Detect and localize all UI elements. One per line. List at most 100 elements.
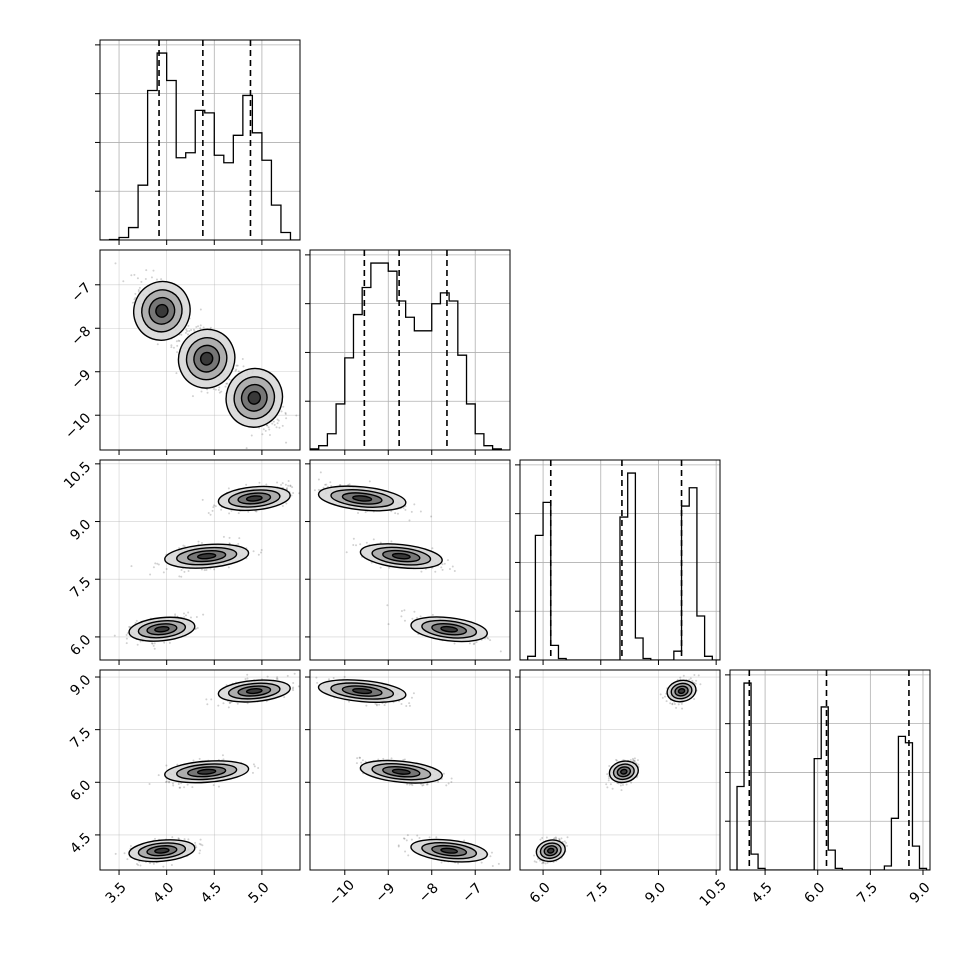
scatter-point (277, 419, 280, 422)
scatter-point (282, 405, 285, 408)
scatter-point (302, 491, 304, 493)
scatter-point (246, 702, 249, 705)
scatter-point (135, 619, 138, 622)
scatter-point (133, 273, 136, 276)
scatter-point (213, 504, 216, 507)
scatter-point (541, 837, 544, 840)
scatter-point (137, 288, 140, 291)
scatter-point (390, 510, 393, 513)
panel-content (310, 250, 510, 450)
scatter-point (134, 297, 137, 300)
density-contour (245, 495, 263, 502)
panel-3-1: −10 −9 −8 −7 (305, 669, 511, 909)
scatter-point (292, 689, 295, 692)
histogram-step (100, 52, 300, 240)
scatter-point (486, 636, 489, 639)
scatter-point (195, 326, 198, 329)
scatter-point (138, 860, 141, 863)
scatter-point (278, 426, 281, 429)
scatter-point (276, 481, 279, 484)
scatter-point (566, 844, 569, 847)
scatter-point (625, 783, 628, 786)
scatter-point (539, 838, 542, 841)
scatter-point (408, 519, 411, 522)
scatter-point (178, 786, 181, 789)
density-contour (352, 687, 373, 695)
scatter-point (606, 786, 609, 789)
scatter-point (541, 862, 544, 865)
scatter-point (615, 759, 618, 762)
panel-3-2: 6.0 7.5 9.0 10.5 (515, 669, 730, 910)
scatter-point (242, 365, 245, 368)
panel-0-0 (95, 39, 301, 245)
scatter-point (226, 382, 229, 385)
scatter-point (400, 609, 403, 612)
scatter-point (179, 786, 182, 789)
scatter-point (688, 678, 691, 681)
scatter-point (405, 839, 408, 842)
scatter-point (268, 428, 271, 431)
scatter-point (402, 837, 405, 840)
scatter-point (630, 781, 633, 784)
scatter-point (325, 483, 328, 486)
scatter-point (203, 569, 206, 572)
scatter-point (200, 541, 203, 544)
scatter-point (339, 484, 342, 487)
scatter-point (145, 269, 148, 272)
scatter-point (619, 784, 622, 787)
scatter-point (317, 478, 320, 481)
scatter-point (365, 541, 368, 544)
scatter-point (566, 836, 569, 839)
scatter-point (175, 340, 178, 343)
y-tick-label: −10 (62, 410, 94, 442)
scatter-point (322, 486, 325, 489)
scatter-point (489, 639, 492, 642)
scatter-point (139, 864, 142, 867)
scatter-point (114, 262, 117, 265)
scatter-point (472, 643, 475, 646)
scatter-point (292, 492, 295, 495)
scatter-point (400, 702, 403, 705)
scatter-point (237, 370, 240, 373)
panel-content (520, 460, 720, 660)
scatter-point (284, 483, 287, 486)
panel-2-1 (305, 459, 511, 665)
scatter-point (352, 537, 355, 540)
scatter-point (489, 855, 492, 858)
scatter-point (170, 863, 173, 866)
scatter-point (275, 426, 278, 429)
scatter-point (162, 571, 165, 574)
scatter-point (199, 324, 202, 327)
scatter-point (236, 702, 239, 705)
scatter-point (210, 698, 213, 701)
scatter-point (168, 780, 171, 783)
scatter-point (247, 510, 250, 513)
scatter-point (188, 329, 191, 332)
scatter-point (150, 642, 153, 645)
scatter-point (260, 548, 263, 551)
scatter-point (228, 536, 231, 539)
scatter-point (198, 842, 201, 845)
scatter-point (201, 498, 204, 501)
scatter-point (286, 674, 289, 677)
scatter-point (252, 550, 255, 553)
scatter-point (194, 841, 197, 844)
scatter-point (633, 757, 636, 760)
scatter-point (276, 677, 279, 680)
scatter-point (565, 841, 568, 844)
scatter-point (544, 862, 547, 865)
scatter-point (364, 760, 367, 763)
scatter-point (187, 324, 190, 327)
scatter-point (673, 703, 676, 706)
scatter-point (197, 540, 200, 543)
scatter-point (434, 570, 437, 573)
scatter-point (182, 544, 185, 547)
scatter-point (259, 551, 262, 554)
scatter-point (191, 395, 194, 398)
density-contour (247, 390, 262, 405)
scatter-point (262, 428, 265, 431)
scatter-point (284, 412, 287, 415)
scatter-point (228, 512, 231, 515)
scatter-point (199, 849, 202, 852)
scatter-point (679, 676, 682, 679)
